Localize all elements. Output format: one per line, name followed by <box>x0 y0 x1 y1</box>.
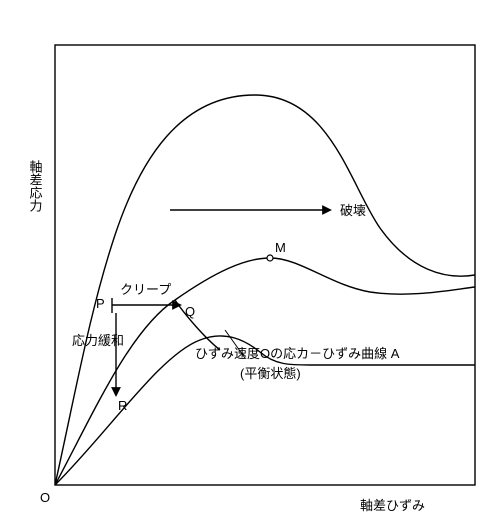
stress-strain-chart: 軸差応力軸差ひずみ O 破壊クリープ応力緩和ひずみ速度Oの応カ－ひずみ曲線 A (平衡… <box>0 0 504 529</box>
point-m-label: M <box>275 240 286 255</box>
point-q-label: Q <box>185 304 195 319</box>
relax-label: 応力緩和 <box>72 333 124 348</box>
point-p-label: P <box>96 296 105 311</box>
point-m-marker <box>267 255 273 261</box>
chart-svg: 軸差応力軸差ひずみ O 破壊クリープ応力緩和ひずみ速度Oの応カ－ひずみ曲線 A (平衡… <box>0 0 504 529</box>
y-axis-label: 軸差応力 <box>28 160 43 213</box>
creep-label: クリープ <box>120 282 171 297</box>
x-axis-label: 軸差ひずみ <box>360 498 425 513</box>
chart-bg <box>0 0 504 529</box>
failure-label: 破壊 <box>340 203 366 218</box>
origin-label: O <box>40 490 50 505</box>
curve-a-label-1: ひずみ速度Oの応カ－ひずみ曲線 A <box>195 346 400 361</box>
curve-a-label-2: (平衡状態) <box>240 366 301 381</box>
point-r-label: R <box>118 398 127 413</box>
